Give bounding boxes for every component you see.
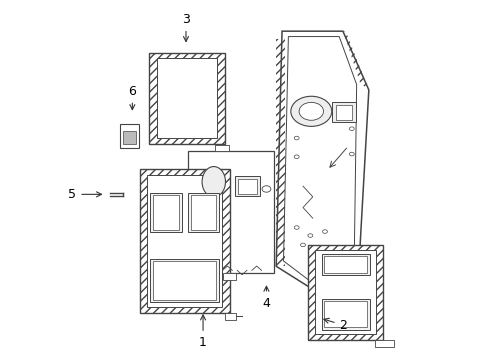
Bar bbox=[324, 301, 366, 327]
Bar bbox=[153, 195, 179, 230]
Circle shape bbox=[307, 234, 312, 237]
Bar bbox=[140, 169, 229, 313]
Bar bbox=[307, 244, 383, 339]
Bar bbox=[238, 179, 256, 194]
Bar bbox=[188, 151, 273, 273]
Circle shape bbox=[348, 152, 353, 156]
Bar bbox=[147, 175, 222, 307]
Bar bbox=[234, 176, 260, 196]
Bar bbox=[335, 105, 351, 120]
Text: 2: 2 bbox=[323, 318, 347, 332]
Circle shape bbox=[300, 243, 305, 247]
Bar bbox=[276, 39, 285, 266]
Bar bbox=[120, 125, 139, 148]
Bar bbox=[149, 53, 224, 144]
Bar bbox=[122, 131, 136, 144]
Text: 6: 6 bbox=[128, 85, 136, 110]
Circle shape bbox=[294, 226, 299, 229]
Polygon shape bbox=[276, 31, 368, 298]
Bar bbox=[222, 273, 236, 280]
Bar bbox=[224, 314, 235, 320]
Bar bbox=[187, 193, 219, 232]
Ellipse shape bbox=[202, 167, 225, 197]
Bar bbox=[190, 195, 216, 230]
Text: 1: 1 bbox=[199, 315, 206, 349]
Bar bbox=[321, 254, 369, 275]
Bar bbox=[150, 259, 219, 302]
Circle shape bbox=[348, 127, 353, 130]
Bar bbox=[321, 299, 369, 329]
Circle shape bbox=[322, 230, 327, 233]
Circle shape bbox=[294, 136, 299, 140]
Circle shape bbox=[299, 102, 323, 120]
Bar bbox=[324, 256, 366, 273]
Bar bbox=[157, 58, 217, 138]
Text: 4: 4 bbox=[262, 286, 270, 310]
Bar bbox=[150, 193, 182, 232]
Bar bbox=[315, 250, 375, 334]
Bar bbox=[153, 261, 216, 300]
Bar bbox=[374, 340, 393, 347]
Text: 3: 3 bbox=[182, 13, 189, 41]
Circle shape bbox=[290, 96, 331, 126]
Circle shape bbox=[294, 155, 299, 158]
Bar bbox=[331, 102, 355, 122]
Circle shape bbox=[262, 186, 270, 192]
Text: 5: 5 bbox=[68, 188, 102, 201]
Bar bbox=[215, 145, 228, 150]
